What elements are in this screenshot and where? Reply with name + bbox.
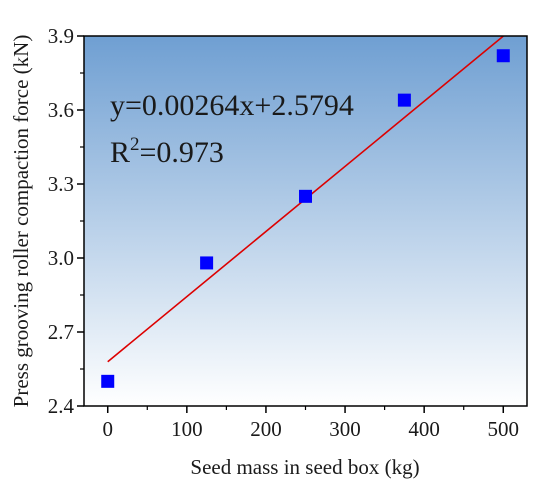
equation-label: y=0.00264x+2.5794: [110, 89, 354, 122]
y-tick-label: 3.6: [48, 98, 74, 122]
y-axis-title: Press grooving roller compaction force (…: [9, 35, 33, 408]
x-tick-label: 100: [171, 417, 203, 441]
r-squared-label: R2=0.973: [110, 134, 224, 169]
data-point: [200, 256, 214, 270]
data-point: [299, 189, 312, 203]
y-tick-label: 2.4: [48, 394, 75, 418]
x-tick-label: 300: [329, 417, 361, 441]
x-tick-label: 0: [102, 417, 113, 441]
y-tick-label: 2.7: [48, 320, 74, 344]
x-tick-label: 500: [488, 417, 520, 441]
data-point: [496, 49, 510, 63]
x-tick-label: 400: [408, 417, 440, 441]
plot-area: [84, 36, 527, 406]
y-tick-label: 3.0: [48, 246, 74, 270]
data-point: [101, 374, 115, 388]
y-tick-label: 3.9: [48, 24, 74, 48]
data-point: [397, 93, 411, 107]
x-tick-label: 200: [250, 417, 282, 441]
y-tick-label: 3.3: [48, 172, 74, 196]
x-axis-title: Seed mass in seed box (kg): [190, 455, 419, 479]
